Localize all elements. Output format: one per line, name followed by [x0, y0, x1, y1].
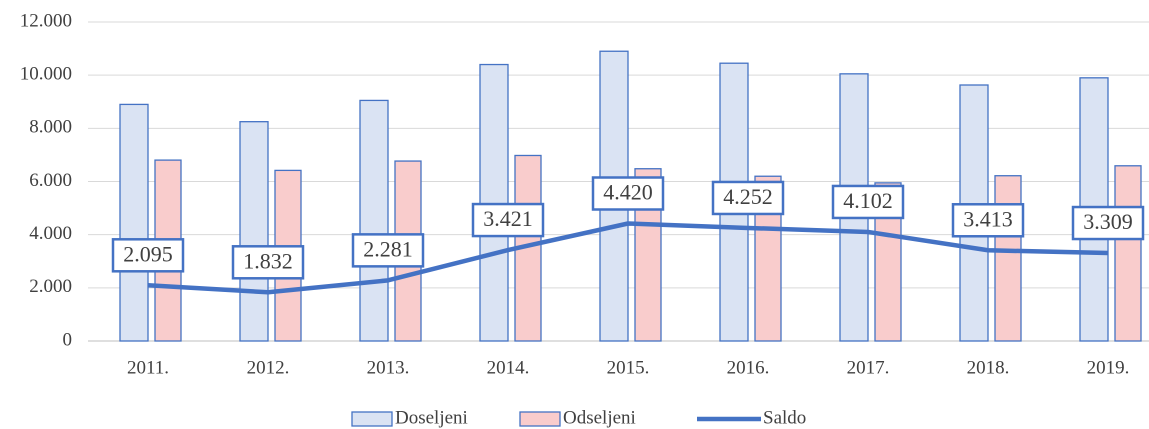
legend-marker	[519, 411, 561, 427]
x-tick-label: 2016.	[727, 357, 770, 378]
y-tick-label: 6.000	[29, 170, 72, 191]
bar	[479, 63, 509, 342]
bar	[1114, 165, 1142, 342]
data-label-box	[111, 238, 185, 273]
data-label: 3.309	[1083, 209, 1133, 234]
data-label-box	[471, 202, 545, 238]
x-tick-label: 2018.	[967, 357, 1010, 378]
y-tick-label: 12.000	[20, 10, 72, 31]
y-tick-label: 10.000	[20, 64, 72, 85]
data-label-box	[951, 203, 1025, 238]
x-tick-label: 2019.	[1087, 357, 1130, 378]
data-label: 3.413	[963, 206, 1013, 231]
legend-label: Doseljeni	[395, 407, 468, 428]
x-tick-label: 2015.	[607, 357, 650, 378]
bar	[994, 175, 1022, 342]
data-label: 4.252	[723, 184, 773, 209]
line	[147, 221, 1109, 295]
data-label: 2.095	[123, 241, 173, 266]
y-tick-label: 2.000	[29, 276, 72, 297]
legend-label: Saldo	[763, 407, 806, 428]
data-label-box	[711, 180, 785, 216]
x-tick-label: 2011.	[127, 357, 169, 378]
x-tick-label: 2017.	[847, 357, 890, 378]
y-tick-label: 4.000	[29, 223, 72, 244]
x-tick-label: 2013.	[367, 357, 410, 378]
data-label: 4.420	[603, 180, 653, 205]
bar	[119, 103, 149, 342]
legend-label: Odseljeni	[563, 407, 636, 428]
data-label: 4.102	[843, 188, 893, 213]
data-label: 2.281	[363, 236, 413, 261]
x-tick-label: 2014.	[487, 357, 530, 378]
data-label-box	[831, 184, 905, 220]
bar	[359, 99, 389, 342]
y-tick-label: 0	[63, 329, 73, 350]
x-tick-label: 2012.	[247, 357, 290, 378]
legend-marker	[351, 411, 393, 427]
data-label: 3.421	[483, 206, 533, 231]
y-tick-label: 8.000	[29, 117, 72, 138]
data-label-box	[591, 176, 665, 211]
data-label-box	[1071, 205, 1145, 241]
bar	[239, 121, 269, 342]
data-label-box	[351, 233, 425, 268]
data-label: 1.832	[243, 248, 293, 273]
data-label-box	[231, 245, 305, 280]
